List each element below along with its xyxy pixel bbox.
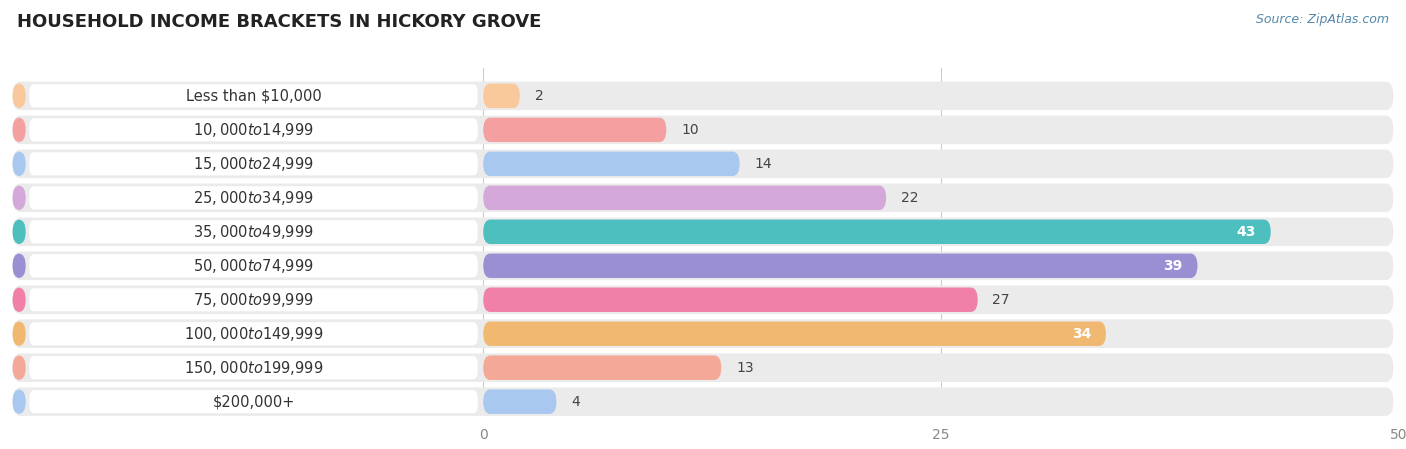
FancyBboxPatch shape <box>484 152 740 176</box>
FancyBboxPatch shape <box>30 84 478 107</box>
Text: 22: 22 <box>901 191 918 205</box>
FancyBboxPatch shape <box>13 321 25 346</box>
FancyBboxPatch shape <box>13 118 25 142</box>
FancyBboxPatch shape <box>13 152 25 176</box>
FancyBboxPatch shape <box>30 254 478 277</box>
FancyBboxPatch shape <box>30 220 478 243</box>
Text: $100,000 to $149,999: $100,000 to $149,999 <box>184 325 323 343</box>
Text: $200,000+: $200,000+ <box>212 394 295 409</box>
FancyBboxPatch shape <box>13 220 25 244</box>
Text: $75,000 to $99,999: $75,000 to $99,999 <box>193 291 314 309</box>
FancyBboxPatch shape <box>13 84 25 108</box>
FancyBboxPatch shape <box>484 356 721 380</box>
Text: 39: 39 <box>1164 259 1182 273</box>
FancyBboxPatch shape <box>13 251 1393 280</box>
FancyBboxPatch shape <box>484 389 557 414</box>
FancyBboxPatch shape <box>13 254 25 278</box>
Text: $15,000 to $24,999: $15,000 to $24,999 <box>193 155 314 173</box>
FancyBboxPatch shape <box>13 150 1393 178</box>
FancyBboxPatch shape <box>13 115 1393 144</box>
Text: 13: 13 <box>735 361 754 375</box>
FancyBboxPatch shape <box>13 287 25 312</box>
FancyBboxPatch shape <box>484 287 977 312</box>
FancyBboxPatch shape <box>484 185 886 210</box>
FancyBboxPatch shape <box>13 387 1393 416</box>
FancyBboxPatch shape <box>13 319 1393 348</box>
Text: 14: 14 <box>754 157 772 171</box>
Text: Less than $10,000: Less than $10,000 <box>186 88 322 103</box>
Text: 2: 2 <box>534 89 543 103</box>
Text: Source: ZipAtlas.com: Source: ZipAtlas.com <box>1256 13 1389 26</box>
Text: 34: 34 <box>1071 327 1091 341</box>
FancyBboxPatch shape <box>13 185 25 210</box>
FancyBboxPatch shape <box>30 390 478 413</box>
FancyBboxPatch shape <box>13 353 1393 382</box>
FancyBboxPatch shape <box>30 152 478 176</box>
FancyBboxPatch shape <box>484 254 1198 278</box>
Text: HOUSEHOLD INCOME BRACKETS IN HICKORY GROVE: HOUSEHOLD INCOME BRACKETS IN HICKORY GRO… <box>17 13 541 31</box>
FancyBboxPatch shape <box>13 356 25 380</box>
Text: 10: 10 <box>681 123 699 137</box>
FancyBboxPatch shape <box>13 286 1393 314</box>
FancyBboxPatch shape <box>30 356 478 379</box>
FancyBboxPatch shape <box>30 118 478 141</box>
FancyBboxPatch shape <box>13 217 1393 246</box>
FancyBboxPatch shape <box>30 288 478 311</box>
Text: $150,000 to $199,999: $150,000 to $199,999 <box>184 359 323 377</box>
Text: 43: 43 <box>1237 225 1256 239</box>
Text: $35,000 to $49,999: $35,000 to $49,999 <box>193 223 314 241</box>
FancyBboxPatch shape <box>484 220 1271 244</box>
FancyBboxPatch shape <box>484 118 666 142</box>
Text: $25,000 to $34,999: $25,000 to $34,999 <box>193 189 314 207</box>
Text: 27: 27 <box>993 293 1010 307</box>
FancyBboxPatch shape <box>13 389 25 414</box>
FancyBboxPatch shape <box>484 84 520 108</box>
FancyBboxPatch shape <box>30 322 478 345</box>
FancyBboxPatch shape <box>484 321 1107 346</box>
FancyBboxPatch shape <box>30 186 478 209</box>
Text: 4: 4 <box>571 395 579 409</box>
FancyBboxPatch shape <box>13 184 1393 212</box>
Text: $50,000 to $74,999: $50,000 to $74,999 <box>193 257 314 275</box>
Text: $10,000 to $14,999: $10,000 to $14,999 <box>193 121 314 139</box>
FancyBboxPatch shape <box>13 82 1393 110</box>
